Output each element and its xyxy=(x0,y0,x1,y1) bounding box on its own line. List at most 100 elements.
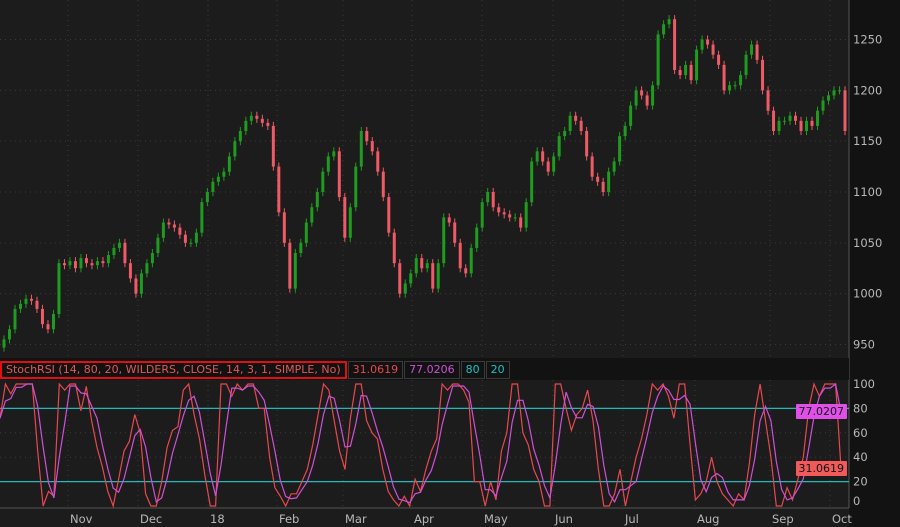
candle-body xyxy=(684,64,688,76)
candle-body xyxy=(172,224,176,228)
candle-body xyxy=(519,217,523,228)
candle xyxy=(777,116,781,136)
candle-body xyxy=(552,156,556,172)
study-title[interactable]: StochRSI (14, 80, 20, WILDERS, CLOSE, 14… xyxy=(0,361,347,379)
candle xyxy=(123,238,127,268)
price-tick-label: 1000 xyxy=(853,287,882,301)
time-tick-label: Nov xyxy=(70,512,93,526)
candle xyxy=(84,254,88,268)
candle-body xyxy=(717,54,721,65)
candle-body xyxy=(194,232,198,243)
candle xyxy=(266,118,270,130)
candle xyxy=(46,320,50,334)
candle xyxy=(761,55,765,95)
price-tick-label: 1250 xyxy=(853,33,882,47)
candle-body xyxy=(167,222,171,225)
candle-body xyxy=(73,261,77,269)
candle xyxy=(821,96,825,115)
candle xyxy=(629,101,633,130)
candle-body xyxy=(211,181,215,193)
fullk-value: 31.0619 xyxy=(347,361,404,379)
candle-body xyxy=(381,171,385,198)
candle xyxy=(139,269,143,298)
candle-body xyxy=(409,273,413,284)
candle-body xyxy=(183,234,187,243)
candle xyxy=(249,111,253,125)
candle xyxy=(530,157,534,207)
candle-body xyxy=(744,54,748,76)
candle xyxy=(799,116,803,136)
candle-body xyxy=(189,242,193,244)
candle xyxy=(172,220,176,232)
candle-body xyxy=(51,314,55,330)
candle-body xyxy=(365,131,369,142)
candle xyxy=(337,147,341,202)
candle xyxy=(772,106,776,136)
candle xyxy=(343,193,347,242)
candle-body xyxy=(249,115,253,121)
candle-body xyxy=(838,90,842,92)
candle xyxy=(453,218,457,247)
candle-body xyxy=(79,258,83,269)
candle-body xyxy=(277,166,281,213)
candle xyxy=(194,228,198,247)
candle-body xyxy=(266,122,270,126)
candle xyxy=(755,40,759,64)
candle-body xyxy=(491,192,495,208)
candle-body xyxy=(255,115,259,119)
candle xyxy=(535,147,539,166)
candle xyxy=(216,172,220,186)
candle-body xyxy=(101,261,105,264)
study-tick-label: 20 xyxy=(853,475,868,489)
candle xyxy=(387,193,391,237)
candle xyxy=(486,187,490,207)
candle xyxy=(607,167,611,197)
candle xyxy=(117,238,121,252)
candle-body xyxy=(134,278,138,294)
candle xyxy=(282,208,286,247)
candle-body xyxy=(271,125,275,167)
candle xyxy=(370,137,374,156)
candle xyxy=(700,35,704,54)
candle xyxy=(645,91,649,110)
candle xyxy=(832,86,836,100)
candle-body xyxy=(733,85,737,87)
candle-body xyxy=(35,300,39,309)
candle xyxy=(227,152,231,176)
candle-body xyxy=(161,222,165,238)
candle-body xyxy=(508,214,512,218)
candle xyxy=(354,162,358,212)
candle xyxy=(205,187,209,207)
candle xyxy=(722,60,726,95)
candle-body xyxy=(178,227,182,235)
candle-body xyxy=(524,202,528,228)
candle xyxy=(150,248,154,268)
candle xyxy=(750,40,754,59)
candle xyxy=(299,238,303,258)
candle xyxy=(695,45,699,85)
study-tick-label: 40 xyxy=(853,450,868,464)
candle-body xyxy=(750,44,754,55)
candle xyxy=(348,203,352,242)
candle xyxy=(667,15,671,29)
candle-body xyxy=(590,156,594,177)
candle xyxy=(728,81,732,95)
candle xyxy=(739,71,743,90)
candle xyxy=(662,20,666,39)
candle xyxy=(574,111,578,125)
candle-body xyxy=(315,192,319,208)
candle-body xyxy=(755,44,759,60)
candle-body xyxy=(629,105,633,126)
candle xyxy=(403,279,407,298)
candle-body xyxy=(326,156,330,172)
candle-body xyxy=(420,258,424,269)
candle-body xyxy=(29,298,33,301)
study-tick-label: 60 xyxy=(853,426,868,440)
candle-body xyxy=(486,192,490,203)
candle-body xyxy=(238,131,242,142)
price-tick-label: 1100 xyxy=(853,185,882,199)
candle-body xyxy=(117,242,121,248)
time-tick-label: Apr xyxy=(414,512,434,526)
candle-body xyxy=(156,237,160,254)
